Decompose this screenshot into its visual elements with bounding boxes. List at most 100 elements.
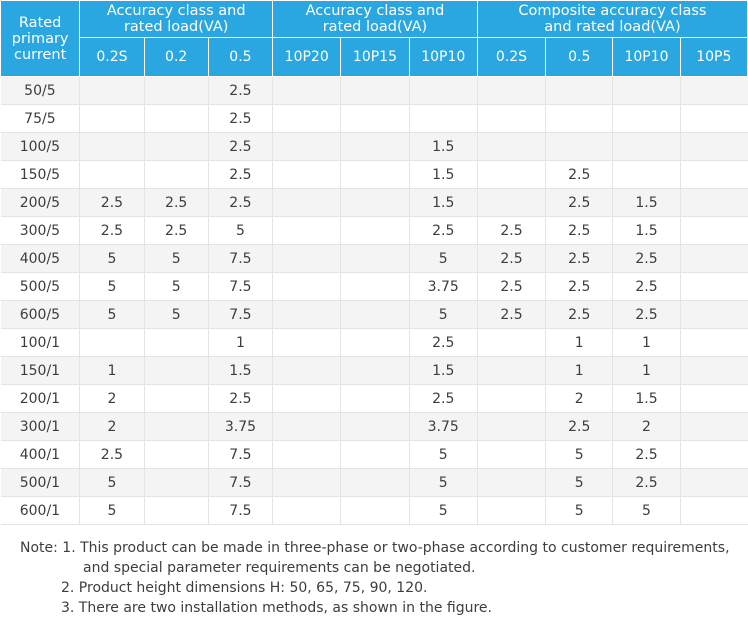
- table-cell: [612, 104, 681, 133]
- table-row: 600/1 5 7.5 5 5 5: [0, 496, 748, 525]
- table-cell: 2: [545, 384, 614, 413]
- table-cell: 5: [545, 468, 614, 497]
- table-cell: [679, 356, 748, 385]
- table-cell: [476, 104, 547, 133]
- sub-header: 10P20: [272, 37, 342, 77]
- table-cell: [408, 104, 478, 133]
- table-cell: 2.5: [476, 300, 547, 329]
- specification-table: Rated primary current Accuracy class and…: [0, 0, 748, 525]
- accuracy-class-header-2: Accuracy class and rated load(VA): [272, 0, 478, 38]
- table-cell: [612, 160, 681, 189]
- rated-current-cell: 150/1: [0, 356, 81, 385]
- rated-current-cell: 500/1: [0, 468, 81, 497]
- table-cell: [143, 440, 209, 469]
- table-cell: [272, 356, 342, 385]
- table-cell: [340, 216, 410, 245]
- table-cell: 2.5: [545, 216, 614, 245]
- table-row: 300/1 2 3.75 3.75 2.5 2: [0, 412, 748, 441]
- table-cell: 7.5: [207, 272, 274, 301]
- table-row: 150/5 2.5 1.5 2.5: [0, 160, 748, 189]
- table-cell: 2.5: [612, 272, 681, 301]
- rated-current-cell: 500/5: [0, 272, 81, 301]
- table-cell: [272, 300, 342, 329]
- note-line-1: Note: 1. This product can be made in thr…: [20, 540, 730, 556]
- note-line-2: 2. Product height dimensions H: 50, 65, …: [61, 580, 428, 596]
- table-cell: [340, 104, 410, 133]
- table-cell: [612, 76, 681, 105]
- table-cell: [545, 132, 614, 161]
- table-row: 200/5 2.5 2.5 2.5 1.5 2.5 1.5: [0, 188, 748, 217]
- rated-header-line: Rated: [18, 14, 62, 31]
- table-cell: [340, 244, 410, 273]
- sub-header: 10P15: [340, 37, 410, 77]
- table-cell: [476, 356, 547, 385]
- table-cell: [79, 160, 145, 189]
- table-cell: [679, 328, 748, 357]
- table-cell: 1.5: [612, 384, 681, 413]
- table-cell: 2.5: [476, 216, 547, 245]
- table-cell: 2.5: [79, 440, 145, 469]
- table-cell: [679, 440, 748, 469]
- table-cell: [476, 440, 547, 469]
- rated-current-cell: 200/5: [0, 188, 81, 217]
- table-row: 100/5 2.5 1.5: [0, 132, 748, 161]
- table-cell: [476, 160, 547, 189]
- group-header-line: Composite accuracy class: [518, 3, 707, 19]
- table-cell: [143, 468, 209, 497]
- sub-header: 10P10: [612, 37, 681, 77]
- table-cell: [679, 160, 748, 189]
- table-cell: 2.5: [207, 132, 274, 161]
- rated-current-cell: 600/5: [0, 300, 81, 329]
- table-cell: [612, 132, 681, 161]
- table-cell: 1.5: [207, 356, 274, 385]
- table-cell: 2.5: [143, 188, 209, 217]
- table-cell: 7.5: [207, 300, 274, 329]
- table-cell: 1.5: [408, 188, 478, 217]
- table-cell: 2.5: [207, 188, 274, 217]
- table-cell: [679, 132, 748, 161]
- table-cell: 2.5: [207, 160, 274, 189]
- table-cell: [272, 384, 342, 413]
- table-cell: [476, 496, 547, 525]
- table-cell: 7.5: [207, 496, 274, 525]
- table-cell: 7.5: [207, 440, 274, 469]
- table-cell: [545, 76, 614, 105]
- table-cell: [476, 132, 547, 161]
- table-cell: 5: [545, 496, 614, 525]
- rated-current-cell: 75/5: [0, 104, 81, 133]
- table-cell: [679, 216, 748, 245]
- table-cell: [272, 468, 342, 497]
- table-cell: [143, 76, 209, 105]
- table-cell: [340, 132, 410, 161]
- table-cell: 2.5: [545, 244, 614, 273]
- table-cell: [340, 272, 410, 301]
- table-cell: 1: [612, 356, 681, 385]
- table-cell: 1: [207, 328, 274, 357]
- table-cell: 2.5: [612, 300, 681, 329]
- table-cell: [679, 300, 748, 329]
- table-cell: [143, 104, 209, 133]
- table-cell: 5: [612, 496, 681, 525]
- table-cell: [340, 356, 410, 385]
- composite-accuracy-header: Composite accuracy class and rated load(…: [476, 0, 748, 38]
- table-cell: 2.5: [79, 216, 145, 245]
- rated-current-cell: 300/1: [0, 412, 81, 441]
- table-cell: [143, 356, 209, 385]
- table-cell: 2.5: [79, 188, 145, 217]
- notes: Note: 1. This product can be made in thr…: [20, 538, 730, 618]
- table-cell: [79, 328, 145, 357]
- table-cell: [340, 496, 410, 525]
- table-cell: 2.5: [476, 244, 547, 273]
- table-cell: [340, 328, 410, 357]
- table-cell: [340, 468, 410, 497]
- table-cell: [143, 496, 209, 525]
- group-header-line: Accuracy class and: [305, 3, 445, 19]
- table-cell: 2.5: [207, 104, 274, 133]
- table-cell: 2.5: [612, 244, 681, 273]
- table-cell: 1.5: [612, 188, 681, 217]
- sub-header: 0.2: [143, 37, 209, 77]
- table-cell: [143, 384, 209, 413]
- table-cell: 5: [545, 440, 614, 469]
- table-cell: [272, 328, 342, 357]
- sub-header: 0.5: [207, 37, 274, 77]
